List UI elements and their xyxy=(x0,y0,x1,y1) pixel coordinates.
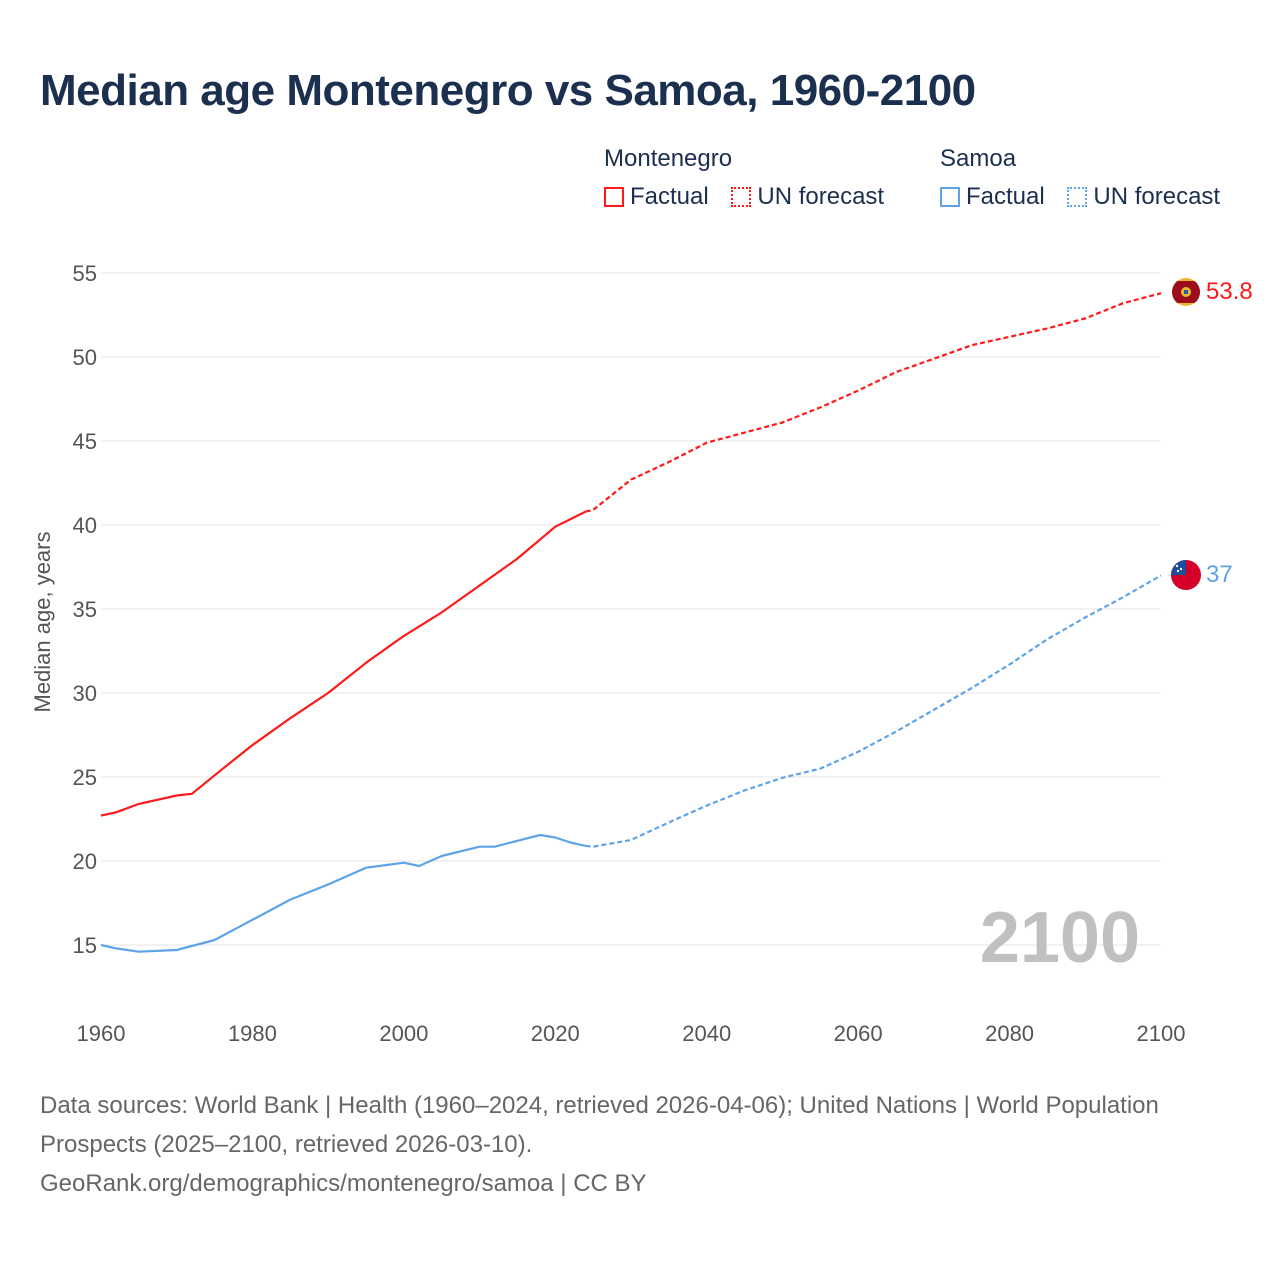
montenegro-flag-icon xyxy=(1172,278,1200,306)
legend-item-montenegro-factual[interactable]: Factual xyxy=(604,183,709,211)
legend-swatch-dotted xyxy=(1067,187,1088,207)
source-link[interactable]: GeoRank.org/demographics/montenegro/samo… xyxy=(40,1170,647,1197)
montenegro-factual-line xyxy=(100,510,587,817)
legend-label: UN forecast xyxy=(757,183,885,210)
x-tick-label: 2000 xyxy=(379,1021,428,1046)
montenegro-end-label: 53.8 xyxy=(1206,278,1253,305)
legend-label: Factual xyxy=(630,183,709,210)
legend-swatch-dotted xyxy=(731,187,752,207)
y-tick-label: 25 xyxy=(73,765,97,790)
year-watermark: 2100 xyxy=(980,898,1140,978)
y-tick-label: 30 xyxy=(73,681,97,706)
legend-label: Factual xyxy=(966,183,1045,210)
x-tick-label: 1960 xyxy=(77,1021,126,1046)
y-tick-label: 20 xyxy=(73,849,97,874)
samoa-forecast-line xyxy=(585,574,1162,848)
legend-swatch-solid xyxy=(940,187,960,207)
y-tick-label: 35 xyxy=(73,597,97,622)
legend-group-label: Montenegro xyxy=(604,145,733,172)
y-tick-label: 45 xyxy=(73,429,97,454)
x-tick-label: 2080 xyxy=(985,1021,1034,1046)
legend-montenegro: Montenegro Factual UN forecast xyxy=(604,145,900,214)
samoa-factual-line xyxy=(100,833,586,953)
legend-item-samoa-factual[interactable]: Factual xyxy=(940,183,1045,211)
legend-group-label: Samoa xyxy=(940,145,1017,172)
legend-samoa: Samoa Factual UN forecast xyxy=(940,145,1236,214)
montenegro-forecast-line xyxy=(585,292,1162,513)
x-tick-label: 2100 xyxy=(1137,1021,1186,1046)
footer: Data sources: World Bank | Health (1960–… xyxy=(40,1086,1240,1203)
legend-swatch-solid xyxy=(604,187,624,207)
x-tick-label: 2060 xyxy=(834,1021,883,1046)
x-tick-label: 2020 xyxy=(531,1021,580,1046)
legend-item-samoa-forecast[interactable]: UN forecast xyxy=(1067,183,1220,211)
y-tick-label: 15 xyxy=(73,933,97,958)
data-sources: Data sources: World Bank | Health (1960–… xyxy=(40,1092,1159,1158)
x-tick-label: 2040 xyxy=(682,1021,731,1046)
chart-title: Median age Montenegro vs Samoa, 1960-210… xyxy=(40,66,976,115)
y-tick-label: 50 xyxy=(73,345,97,370)
y-tick-label: 40 xyxy=(73,513,97,538)
samoa-end-label: 37 xyxy=(1206,561,1233,588)
legend-label: UN forecast xyxy=(1093,183,1221,210)
x-tick-label: 1980 xyxy=(228,1021,277,1046)
legend-item-montenegro-forecast[interactable]: UN forecast xyxy=(731,183,884,211)
samoa-flag-icon xyxy=(1171,560,1201,590)
y-axis-label: Median age, years xyxy=(30,532,55,713)
y-tick-label: 55 xyxy=(73,261,97,286)
